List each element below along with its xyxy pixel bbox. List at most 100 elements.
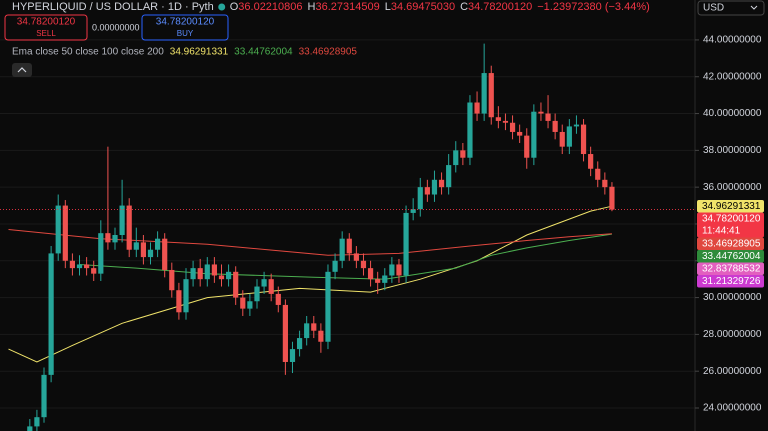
legend-value: 33.46928905 — [299, 47, 358, 58]
candle-body — [225, 271, 232, 280]
candle-body — [197, 268, 203, 280]
ohlc-key: C — [460, 1, 468, 13]
candle-body — [417, 187, 423, 210]
sell-price: 34.78200120 — [17, 17, 76, 28]
candle-body — [545, 113, 551, 121]
ema-line — [8, 205, 613, 363]
candle-body — [559, 131, 565, 147]
status-dot — [218, 3, 226, 11]
candle-body — [289, 349, 296, 362]
candle-body — [211, 264, 217, 276]
candle-body — [588, 154, 594, 169]
buy-label: BUY — [177, 29, 194, 38]
candle-body — [609, 186, 615, 210]
y-tick-label: 28.00000000 — [703, 329, 762, 340]
candle-body — [41, 374, 47, 418]
candle-body — [573, 124, 580, 127]
candle-body — [133, 242, 139, 250]
candle-body — [552, 120, 558, 132]
candle-body — [126, 205, 132, 250]
candle-body — [311, 323, 317, 331]
y-tick-label: 30.00000000 — [703, 292, 762, 303]
y-tick-label: 40.00000000 — [703, 108, 762, 119]
candle-body — [495, 117, 501, 121]
candle-body — [446, 165, 452, 188]
price-tag-label: 33.44762004 — [702, 251, 761, 262]
candle-body — [602, 179, 608, 188]
price-axis-labels: 24.00000000 26.00000000 28.00000000 30.0000… — [695, 35, 764, 414]
ohlc-value: 34.69475030 — [391, 1, 455, 13]
collapse-button[interactable] — [12, 63, 32, 77]
candle-body — [509, 122, 516, 132]
legend: 34.96291331 33.44762004 33.46928905 — [170, 47, 358, 58]
candle-body — [261, 279, 267, 287]
candle-body — [566, 126, 572, 147]
candle-body — [481, 73, 487, 114]
candle-body — [403, 212, 409, 276]
legend-value: 33.44762004 — [234, 47, 293, 58]
candle-body — [325, 271, 331, 342]
candle-body — [240, 297, 246, 309]
y-tick-label: 26.00000000 — [703, 366, 762, 377]
candle-body — [296, 338, 303, 350]
sell-button[interactable] — [4, 14, 88, 41]
ohlc-values: O 36.02210806 H 36.27314509 L 34.69475030 C 34.… — [230, 1, 650, 13]
y-tick-label: 42.00000000 — [703, 71, 762, 82]
price-tag-label: 34.78200120 — [702, 214, 761, 225]
candle-body — [268, 279, 274, 294]
candle-body — [524, 135, 530, 158]
currency-select[interactable] — [697, 0, 765, 16]
candle-body — [69, 260, 76, 269]
candle-body — [502, 120, 509, 123]
candle-body — [27, 426, 33, 431]
price-tag — [697, 237, 764, 250]
candle-body — [580, 124, 587, 155]
candle-body — [531, 111, 537, 158]
candle-body — [254, 286, 260, 302]
candle-body — [595, 168, 601, 180]
candle-body — [282, 304, 288, 362]
plot-area — [0, 39, 695, 431]
candle-body — [247, 301, 253, 309]
y-tick-label: 38.00000000 — [703, 145, 762, 156]
y-tick-label: 24.00000000 — [703, 403, 762, 414]
candle-body — [382, 275, 388, 283]
ohlc-value: 36.02210806 — [238, 1, 302, 13]
change: −1.23972380 (−3.44%) — [537, 1, 650, 13]
candle-body — [91, 268, 97, 274]
candle-body — [375, 279, 381, 283]
ohlc-key: L — [385, 1, 391, 13]
price-tag-label: 34.96291331 — [702, 201, 761, 212]
candle-body — [318, 330, 324, 342]
candle-body — [460, 150, 466, 158]
candle-body — [339, 238, 345, 261]
currency: USD — [703, 3, 724, 14]
candle-body — [62, 205, 68, 261]
price-tag — [697, 249, 764, 263]
ohlc-value: 34.78200120 — [468, 1, 532, 13]
candle-body — [517, 131, 523, 136]
candle-body — [438, 179, 445, 188]
indicator-name: Ema close 50 close 100 close 200 — [12, 47, 164, 58]
price-tag — [697, 199, 764, 213]
candle-body — [353, 253, 359, 261]
candle-body — [34, 417, 40, 427]
buy-button[interactable] — [141, 14, 229, 41]
sell-label: SELL — [36, 29, 56, 38]
candle-body — [176, 290, 182, 313]
candle-body — [367, 268, 374, 280]
candle-body — [84, 264, 90, 269]
ohlc-key: O — [230, 1, 239, 13]
candle-body — [190, 268, 196, 280]
candle-body — [538, 111, 544, 114]
price-tag-countdown: 11:44:41 — [702, 226, 741, 237]
candle-body — [346, 238, 352, 254]
candle-body — [112, 235, 118, 243]
candle-body — [183, 279, 189, 313]
candle-body — [98, 233, 104, 274]
candle-body — [467, 102, 473, 158]
candle-body — [389, 264, 395, 276]
chart-title: HYPERLIQUID / US DOLLAR · 1D · Pyth — [12, 1, 214, 13]
